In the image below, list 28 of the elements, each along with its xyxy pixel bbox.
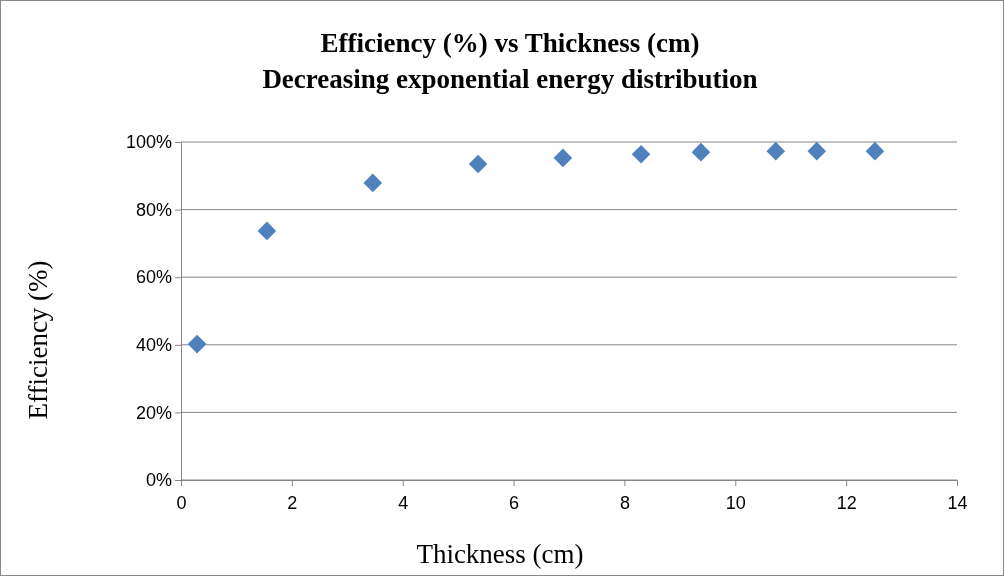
point [807, 141, 827, 161]
point [257, 221, 277, 241]
chart-subtitle: Decreasing exponential energy distribution [262, 64, 758, 94]
chart-title: Efficiency (%) vs Thickness (cm) [320, 28, 700, 58]
y-tick-label: 60% [135, 267, 172, 288]
y-tick-label: 0% [145, 470, 172, 491]
x-tick-label: 4 [398, 492, 409, 513]
y-tick-label: 20% [135, 402, 172, 423]
y-axis-title: Efficiency (%) [23, 260, 53, 420]
x-tick-label: 0 [176, 492, 187, 513]
x-tick-label: 8 [619, 492, 630, 513]
point [553, 148, 573, 168]
point [468, 154, 488, 174]
x-tick-label: 6 [509, 492, 520, 513]
x-axis-title: Thickness (cm) [416, 539, 584, 569]
point [865, 141, 885, 161]
y-tick-label: 40% [135, 335, 172, 356]
y-tick-label: 100% [125, 132, 172, 153]
point [187, 334, 207, 354]
x-tick-label: 14 [947, 492, 968, 513]
point [766, 141, 786, 161]
x-tick-label: 2 [287, 492, 298, 513]
point [631, 144, 651, 164]
x-tick-label: 12 [836, 492, 857, 513]
point [691, 142, 711, 162]
y-tick-label: 80% [135, 199, 172, 220]
x-tick-label: 10 [725, 492, 746, 513]
point [363, 173, 383, 193]
